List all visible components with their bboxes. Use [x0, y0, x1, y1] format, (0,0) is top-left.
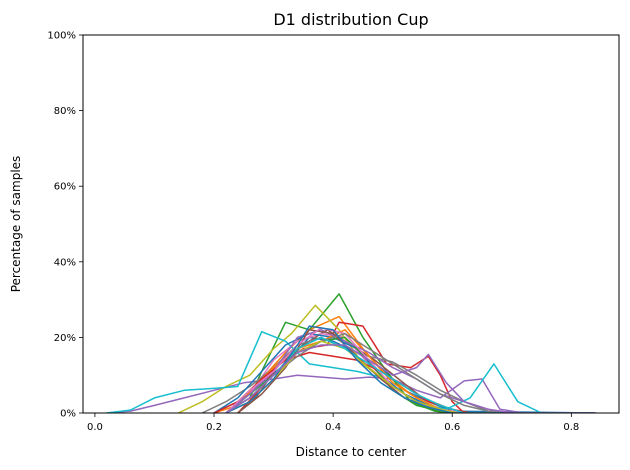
series-line-3	[225, 293, 596, 413]
y-axis-label: Percentage of samples	[9, 156, 23, 293]
y-tick-label: 0%	[60, 409, 76, 420]
x-tick-label: 0.8	[563, 422, 579, 433]
x-tick-label: 0.2	[206, 422, 222, 433]
y-tick-label: 60%	[54, 182, 76, 193]
x-tick-label: 0.4	[325, 422, 341, 433]
chart-title: D1 distribution Cup	[273, 10, 428, 29]
y-tick-label: 40%	[54, 257, 76, 268]
plot-frame	[82, 34, 620, 414]
x-axis: 0.0 0.2 0.4 0.6 0.8	[87, 413, 579, 433]
y-axis: 0% 20% 40% 60% 80% 100%	[47, 31, 83, 420]
x-axis-label: Distance to center	[296, 445, 407, 459]
x-tick-label: 0.6	[444, 422, 460, 433]
series-line-10	[106, 330, 596, 413]
y-tick-label: 80%	[54, 106, 76, 117]
series-line-22	[225, 344, 596, 413]
y-tick-label: 100%	[47, 31, 76, 42]
plot-lines	[106, 293, 596, 413]
series-line-5	[106, 374, 596, 413]
x-tick-label: 0.0	[87, 422, 103, 433]
y-tick-label: 20%	[54, 333, 76, 344]
